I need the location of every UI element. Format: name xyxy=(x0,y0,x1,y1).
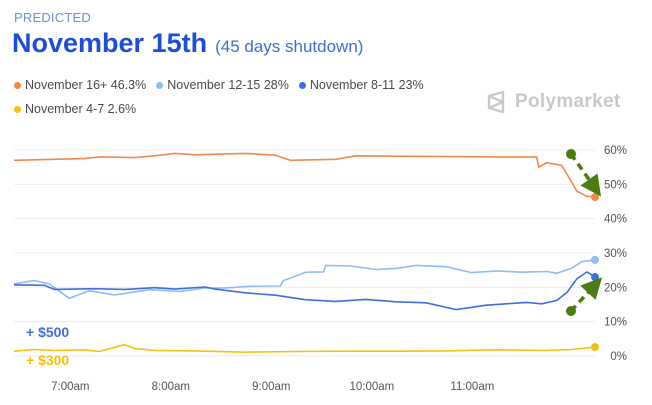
y-axis: 0% 10% 20% 30% 40% 50% 60% xyxy=(604,145,627,363)
x-tick-label: 9:00am xyxy=(252,381,290,393)
x-tick-label: 8:00am xyxy=(152,381,190,393)
y-tick-label: 60% xyxy=(604,145,627,157)
y-tick-label: 40% xyxy=(604,214,627,226)
series-end-dot xyxy=(591,273,599,282)
series-line xyxy=(13,152,596,198)
legend-dot-icon xyxy=(156,81,164,89)
arrow-start-dot-icon xyxy=(566,306,576,316)
series-line xyxy=(13,271,596,311)
y-tick-label: 0% xyxy=(610,351,627,363)
legend-item-nov-16-plus[interactable]: November 16+ 46.3% xyxy=(14,78,146,92)
x-tick-label: 11:00am xyxy=(450,381,494,393)
grid-lines xyxy=(14,149,595,357)
x-axis: 7:00am 8:00am 9:00am 10:00am 11:00am xyxy=(51,381,494,393)
x-tick-label: 10:00am xyxy=(349,381,394,393)
series-end-dot xyxy=(591,255,599,264)
legend-label: November 12-15 28% xyxy=(167,78,289,92)
legend-item-nov-12-15[interactable]: November 12-15 28% xyxy=(156,78,289,92)
legend-dot-icon xyxy=(14,105,21,113)
x-tick-label: 7:00am xyxy=(51,381,89,393)
down-arrow-icon xyxy=(569,152,602,197)
legend-item-nov-8-11[interactable]: November 8-11 23% xyxy=(298,78,424,92)
legend-label: November 4-7 2.6% xyxy=(25,102,137,116)
polymarket-logo-icon xyxy=(487,90,505,114)
plus-300-annotation: + $300 xyxy=(26,352,69,368)
up-arrow-icon xyxy=(569,277,603,313)
series-end-markers xyxy=(591,193,599,352)
series-line xyxy=(13,259,596,300)
y-tick-label: 30% xyxy=(604,248,627,260)
title-row: November 15th (45 days shutdown) xyxy=(12,28,363,59)
y-tick-label: 20% xyxy=(604,282,627,294)
annotations: + $500 + $300 xyxy=(26,149,603,368)
legend-item-nov-4-7[interactable]: November 4-7 2.6% xyxy=(14,102,136,116)
legend-label: November 16+ 46.3% xyxy=(25,78,147,92)
page-title: November 15th xyxy=(12,28,208,58)
page-subtitle: (45 days shutdown) xyxy=(215,37,364,56)
plus-500-annotation: + $500 xyxy=(26,324,69,340)
polymarket-brand: Polymarket xyxy=(486,90,620,114)
y-tick-label: 10% xyxy=(604,317,627,329)
series-lines xyxy=(13,152,596,354)
y-tick-label: 50% xyxy=(604,179,627,191)
brand-name: Polymarket xyxy=(515,91,621,112)
series-line xyxy=(13,343,596,354)
series-end-dot xyxy=(591,343,599,352)
legend-label: November 8-11 23% xyxy=(309,78,424,92)
legend-dot-icon xyxy=(14,81,21,89)
arrow-start-dot-icon xyxy=(566,149,576,159)
predicted-label: PREDICTED xyxy=(14,10,91,25)
series-end-dot xyxy=(591,193,599,202)
chart-legend: November 16+ 46.3% November 12-15 28% No… xyxy=(14,78,484,116)
legend-dot-icon xyxy=(298,81,306,89)
